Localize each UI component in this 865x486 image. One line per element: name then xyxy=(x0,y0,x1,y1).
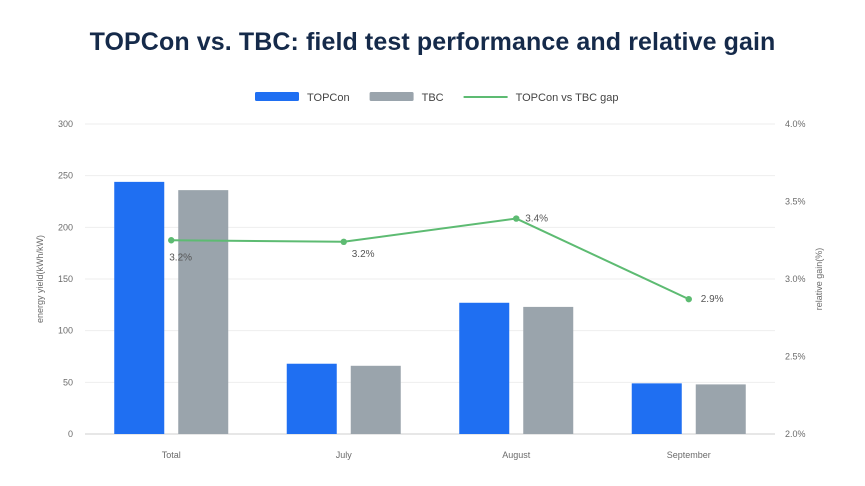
y2-axis-title: relative gain(%) xyxy=(814,248,824,311)
bar-tbc xyxy=(523,306,574,434)
bar-topcon xyxy=(459,302,510,434)
gap-line xyxy=(171,217,690,301)
legend-swatch[interactable] xyxy=(255,92,299,101)
y-tick-label: 100 xyxy=(58,326,73,336)
gap-line-series: 3.2% 3.2% 3.4% 2.9% xyxy=(168,214,724,305)
bar-tbc xyxy=(178,190,229,434)
gap-data-label: 2.9% xyxy=(701,294,724,305)
gap-data-label: 3.2% xyxy=(352,249,375,260)
legend: TOPCon TBC TOPCon vs TBC gap xyxy=(255,92,619,104)
bar-topcon xyxy=(114,181,165,434)
bar-series xyxy=(114,181,746,434)
gap-data-label: 3.2% xyxy=(169,252,192,263)
gap-point xyxy=(685,295,692,303)
x-tick-label: July xyxy=(336,450,353,460)
gap-data-label: 3.4% xyxy=(525,214,548,225)
x-tick-label: Total xyxy=(162,450,181,460)
y2-tick-label: 3.0% xyxy=(785,274,806,284)
x-tick-label: September xyxy=(667,450,711,460)
y-tick-label: 300 xyxy=(58,119,73,129)
y2-tick-label: 3.5% xyxy=(785,197,806,207)
axes: 0 50 100 150 200 250 300 2.0% 2.5% 3.0% 3.5% 4.0% To… xyxy=(35,119,824,460)
y2-tick-label: 4.0% xyxy=(785,119,806,129)
y2-tick-label: 2.5% xyxy=(785,352,806,362)
bar-topcon xyxy=(286,363,337,434)
gap-point xyxy=(513,215,520,222)
bar-tbc xyxy=(350,365,401,434)
legend-swatch[interactable] xyxy=(369,92,414,101)
gap-point xyxy=(168,237,175,244)
y-tick-label: 200 xyxy=(58,222,73,232)
y-tick-label: 0 xyxy=(68,429,73,439)
y2-tick-label: 2.0% xyxy=(785,429,806,439)
gap-point xyxy=(340,238,347,245)
y-tick-label: 50 xyxy=(63,377,73,387)
bar-tbc xyxy=(695,384,746,434)
y-tick-label: 250 xyxy=(58,171,73,181)
legend-label[interactable]: TOPCon vs TBC gap xyxy=(516,92,619,104)
y-axis-title: energy yield(kWh/kW) xyxy=(35,235,45,323)
chart-title: TOPCon vs. TBC: field test performance a… xyxy=(89,28,776,56)
y-tick-label: 150 xyxy=(58,274,73,284)
legend-label[interactable]: TBC xyxy=(422,92,444,104)
bar-topcon xyxy=(631,383,682,434)
x-tick-label: August xyxy=(502,450,531,460)
legend-label[interactable]: TOPCon xyxy=(307,92,350,104)
